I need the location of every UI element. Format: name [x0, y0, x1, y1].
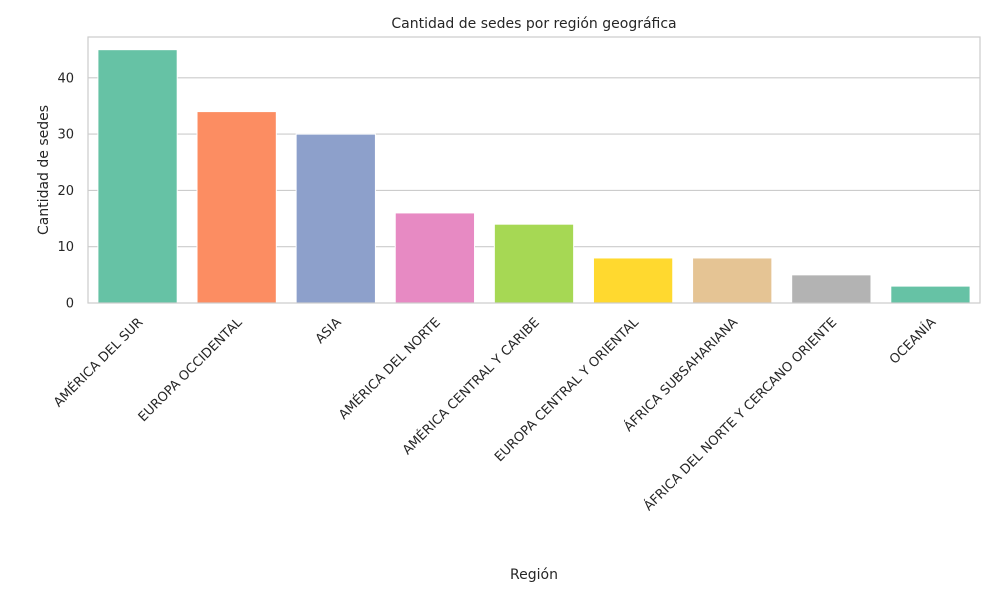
- bar: [295, 133, 376, 304]
- y-tick-label: 20: [57, 184, 74, 199]
- bars: [97, 49, 971, 304]
- plot-frame: [87, 36, 981, 304]
- bar: [97, 49, 178, 304]
- bar: [692, 257, 773, 304]
- y-tick-label: 10: [57, 240, 74, 255]
- bar: [196, 111, 277, 304]
- x-axis-label: Región: [510, 567, 558, 583]
- x-tick-label: OCEANÍA: [886, 314, 939, 367]
- x-tick-label: AMÉRICA DEL NORTE: [335, 315, 443, 423]
- x-tick-label: ASIA: [313, 315, 345, 347]
- bar: [592, 257, 674, 304]
- y-tick-label: 30: [57, 128, 74, 143]
- bar: [890, 285, 971, 304]
- y-tick-labels: 0 10 20 30 40: [57, 71, 74, 311]
- y-tick-label: 40: [57, 71, 74, 86]
- x-tick-label: EUROPA OCCIDENTAL: [136, 315, 246, 425]
- x-tick-label: AMÉRICA DEL SUR: [50, 315, 146, 411]
- chart-title: Cantidad de sedes por región geográfica: [391, 16, 676, 32]
- bar: [493, 223, 575, 304]
- x-tick-label: ÁFRICA DEL NORTE Y CERCANO ORIENTE: [641, 315, 841, 515]
- y-axis-label: Cantidad de sedes: [36, 105, 52, 235]
- bar: [791, 274, 872, 304]
- x-tick-label: ÁFRICA SUBSAHARIANA: [621, 314, 741, 434]
- y-tick-label: 0: [66, 297, 74, 312]
- bar: [394, 212, 476, 304]
